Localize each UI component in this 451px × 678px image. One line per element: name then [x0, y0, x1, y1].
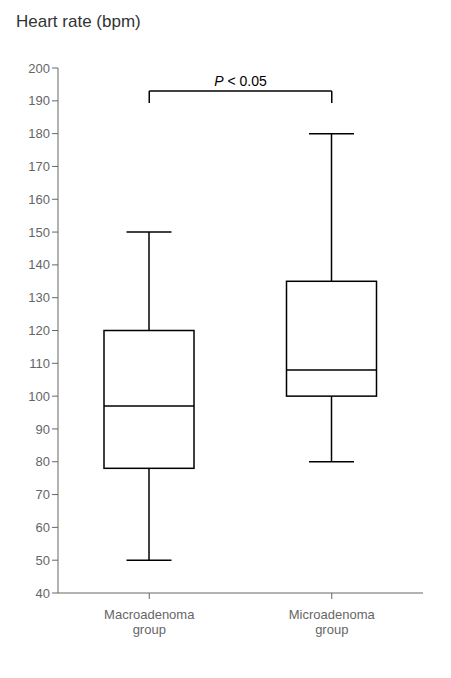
svg-text:40: 40 [36, 586, 50, 601]
svg-text:Microadenomagroup: Microadenomagroup [289, 607, 376, 638]
svg-text:170: 170 [28, 159, 50, 174]
svg-text:200: 200 [28, 61, 50, 76]
svg-text:90: 90 [36, 422, 50, 437]
svg-text:100: 100 [28, 389, 50, 404]
svg-text:Macroadenomagroup: Macroadenomagroup [104, 607, 195, 638]
svg-text:70: 70 [36, 487, 50, 502]
svg-text:150: 150 [28, 225, 50, 240]
svg-text:130: 130 [28, 290, 50, 305]
svg-text:160: 160 [28, 192, 50, 207]
svg-text:50: 50 [36, 553, 50, 568]
svg-text:80: 80 [36, 454, 50, 469]
svg-text:140: 140 [28, 257, 50, 272]
svg-text:190: 190 [28, 93, 50, 108]
html-text:Heart rate (bpm): Heart rate (bpm) [16, 12, 141, 31]
svg-text:60: 60 [36, 520, 50, 535]
svg-text:120: 120 [28, 323, 50, 338]
svg-text:110: 110 [29, 356, 50, 371]
svg-text:180: 180 [28, 126, 50, 141]
svg-text:P < 0.05: P < 0.05 [214, 73, 267, 89]
